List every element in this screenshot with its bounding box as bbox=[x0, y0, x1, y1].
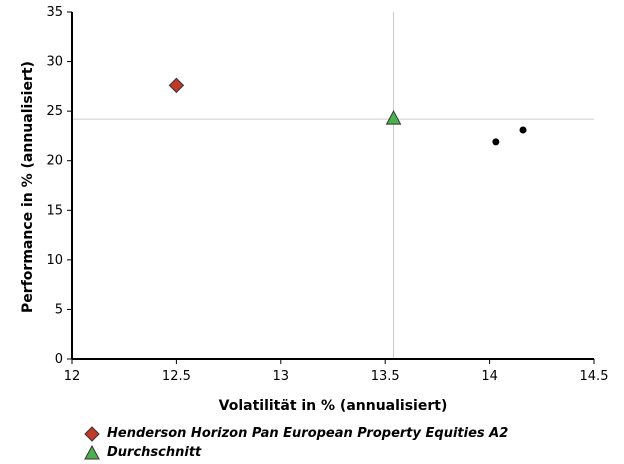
ticks-layer: 0 5 10 15 20 25 30 35 12 12.5 13 13.5 14 14.5 bbox=[46, 5, 608, 384]
legend-item-fund: Henderson Horizon Pan European Property … bbox=[84, 424, 508, 443]
x-tick-label: 14 bbox=[481, 369, 498, 384]
data-point-peer bbox=[492, 138, 500, 146]
x-tick-label: 13 bbox=[273, 369, 290, 384]
legend-label-fund: Henderson Horizon Pan European Property … bbox=[107, 426, 509, 441]
y-tick-label: 0 bbox=[55, 352, 63, 367]
x-tick-label: 13.5 bbox=[371, 369, 400, 384]
x-tick-label: 14.5 bbox=[580, 369, 609, 384]
legend-item-average: Durchschnitt bbox=[84, 443, 508, 462]
y-tick-label: 15 bbox=[46, 203, 63, 218]
diamond-icon bbox=[84, 425, 100, 442]
legend: Henderson Horizon Pan European Property … bbox=[84, 424, 508, 462]
data-point-peer bbox=[519, 126, 527, 134]
legend-label-average: Durchschnitt bbox=[107, 445, 202, 460]
axes-layer bbox=[71, 12, 594, 360]
y-tick-label: 30 bbox=[46, 55, 63, 70]
y-tick-label: 5 bbox=[55, 302, 63, 317]
scatter-chart: 0 5 10 15 20 25 30 35 12 12.5 13 13.5 14 14.5 Volatil… bbox=[20, 5, 608, 414]
y-tick-label: 20 bbox=[46, 154, 63, 169]
points-layer bbox=[168, 77, 527, 146]
data-point-fund bbox=[168, 77, 185, 94]
y-tick-label: 10 bbox=[46, 253, 63, 268]
x-axis-title: Volatilität in % (annualisiert) bbox=[219, 398, 448, 414]
y-tick-label: 25 bbox=[46, 104, 63, 119]
x-tick-label: 12 bbox=[64, 369, 81, 384]
y-tick-label: 35 bbox=[46, 5, 63, 20]
y-axis-title: Performance in % (annualisiert) bbox=[20, 61, 36, 313]
x-tick-label: 12.5 bbox=[162, 369, 191, 384]
triangle-icon bbox=[84, 444, 100, 459]
grid-layer bbox=[72, 12, 594, 359]
data-point-average bbox=[385, 110, 402, 125]
